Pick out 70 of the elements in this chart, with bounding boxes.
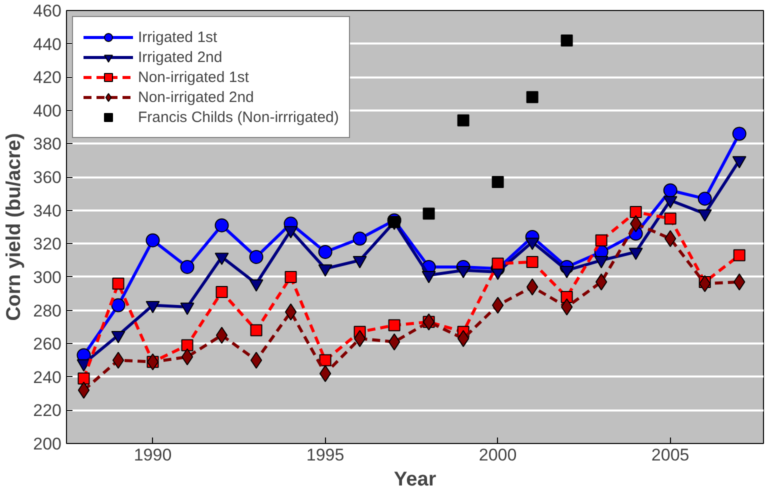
point: [112, 352, 124, 369]
point: [284, 303, 297, 320]
point: [733, 249, 746, 262]
point: [181, 348, 194, 366]
point: [664, 212, 676, 225]
point: [319, 365, 332, 382]
y-tick-label: 200: [33, 434, 62, 454]
point: [352, 232, 367, 246]
legend-label: Non-irrigated 2nd: [138, 88, 254, 106]
point: [146, 353, 159, 370]
point: [78, 382, 90, 399]
point: [180, 260, 194, 274]
y-axis-title: Corn yield (bu/acre): [3, 133, 26, 321]
point: [526, 256, 538, 268]
point: [146, 233, 160, 248]
x-tick-label: 1995: [306, 446, 344, 464]
y-tick-label: 420: [33, 68, 62, 88]
point: [388, 333, 400, 350]
legend-label: Francis Childs (Non-irrrigated): [138, 108, 339, 126]
point: [595, 234, 608, 246]
y-tick-label: 320: [33, 234, 62, 254]
point: [78, 372, 90, 385]
point: [457, 330, 470, 348]
point: [112, 278, 124, 290]
point: [492, 296, 504, 314]
legend-label: Irrigated 1st: [138, 28, 218, 46]
point: [422, 313, 435, 330]
point: [214, 218, 229, 232]
x-tick-label: 1990: [134, 446, 172, 464]
y-tick-label: 280: [33, 301, 62, 320]
y-tick-label: 260: [33, 334, 62, 354]
point: [250, 324, 262, 336]
y-tick-label: 360: [33, 168, 62, 188]
point: [216, 286, 228, 298]
y-tick-label: 300: [33, 268, 62, 287]
point: [249, 250, 264, 264]
point: [111, 298, 126, 312]
x-axis-title: Year: [394, 468, 436, 490]
point: [422, 208, 435, 220]
point: [181, 339, 194, 352]
point: [388, 319, 400, 332]
point: [526, 278, 538, 296]
point: [663, 183, 678, 198]
y-tick-label: 220: [33, 401, 62, 420]
point: [732, 126, 746, 141]
y-tick-label: 400: [33, 101, 62, 120]
point: [319, 354, 332, 366]
y-tick-label: 340: [33, 201, 62, 220]
point: [492, 258, 504, 270]
point: [698, 192, 712, 206]
point: [492, 176, 504, 188]
point: [595, 273, 608, 290]
point: [560, 34, 573, 46]
legend-label: Irrigated 2nd: [138, 48, 222, 66]
point: [457, 114, 470, 126]
y-tick-label: 460: [33, 2, 62, 20]
point: [284, 270, 297, 283]
y-tick-label: 380: [33, 134, 62, 154]
point: [354, 330, 366, 348]
point: [526, 91, 538, 104]
y-tick-label: 240: [33, 368, 62, 387]
point: [216, 326, 228, 344]
point: [560, 298, 573, 316]
x-tick-label: 2000: [478, 446, 517, 464]
x-tick-label: 2005: [651, 446, 690, 464]
legend-label: Non-irrigated 1st: [138, 68, 249, 86]
point: [250, 352, 262, 369]
point: [630, 206, 642, 218]
y-tick-label: 440: [33, 34, 62, 54]
point: [318, 244, 332, 259]
